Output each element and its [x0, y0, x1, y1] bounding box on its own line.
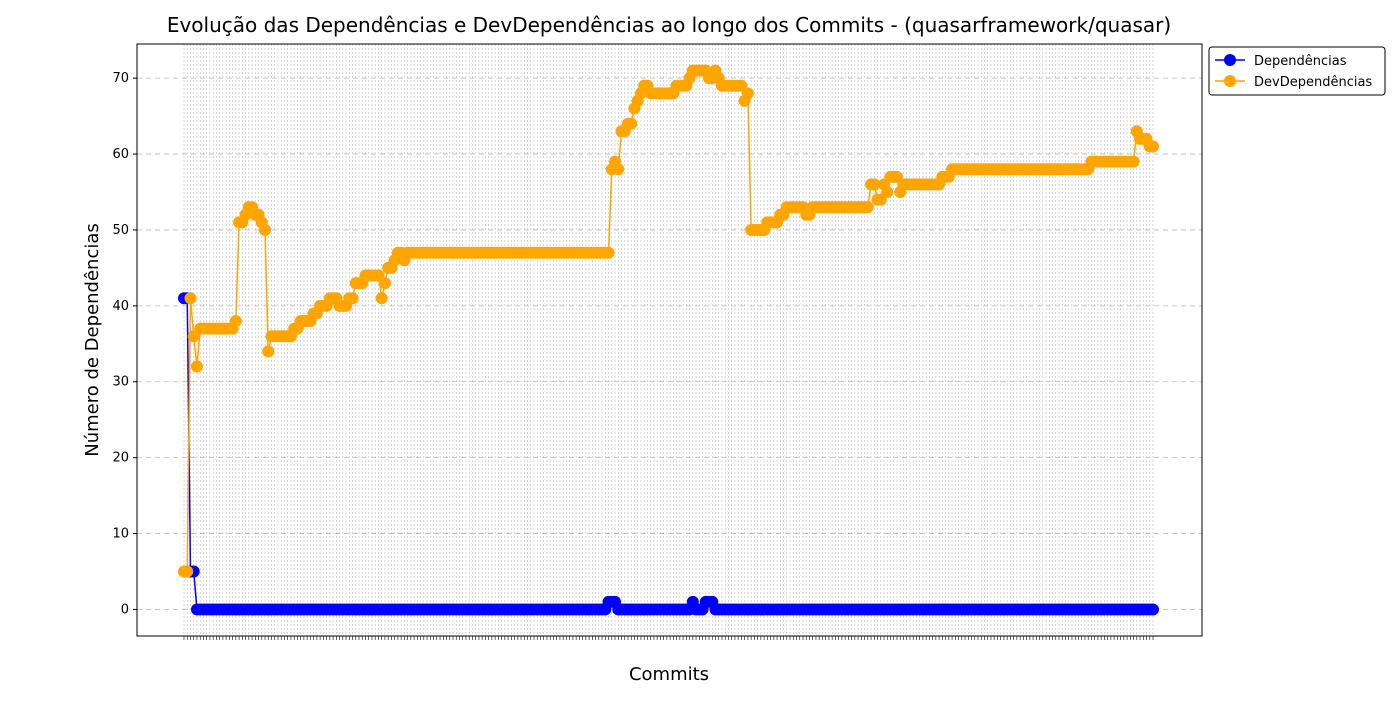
y-axis-ticks: 0 10 20 30 40 50 60 70 [112, 71, 137, 617]
y-gridlines [137, 77, 1202, 610]
x-gridlines [183, 44, 1154, 636]
legend-marker-dependencias [1224, 54, 1236, 66]
y-tick-label: 50 [112, 223, 129, 238]
y-axis-label: Número de Dependências [82, 223, 103, 457]
series-dependencias [178, 292, 1159, 616]
legend: Dependências DevDependências [1208, 46, 1386, 96]
data-point-devdependencias [346, 292, 359, 305]
y-tick-label: 20 [112, 451, 129, 466]
series-line-dependencias [184, 297, 1153, 611]
data-point-dependencias [1147, 603, 1159, 616]
legend-frame [1208, 46, 1386, 96]
data-point-devdependencias [1147, 140, 1159, 153]
x-axis-ticks [183, 636, 1154, 640]
series-layer [178, 64, 1159, 616]
data-point-devdependencias [378, 277, 391, 290]
data-point-devdependencias [868, 178, 881, 191]
data-point-devdependencias [1127, 155, 1140, 168]
legend-marker-devdependencias [1224, 75, 1236, 87]
data-point-devdependencias [184, 292, 197, 305]
data-point-devdependencias [625, 117, 638, 130]
data-point-devdependencias [375, 292, 388, 305]
y-tick-label: 70 [112, 71, 129, 86]
chart-title: Evolução das Dependências e DevDependênc… [167, 13, 1171, 37]
data-point-devdependencias [190, 360, 203, 373]
series-line-devdependencias [184, 68, 1153, 573]
legend-label-devdependencias: DevDependências [1254, 75, 1372, 90]
data-point-devdependencias [612, 163, 625, 176]
data-point-devdependencias [861, 201, 874, 214]
data-point-devdependencias [262, 345, 275, 358]
legend-label-dependencias: Dependências [1254, 54, 1347, 69]
data-point-devdependencias [602, 246, 615, 259]
y-tick-label: 40 [112, 299, 129, 314]
data-point-devdependencias [181, 565, 194, 578]
data-point-devdependencias [259, 223, 272, 236]
data-point-devdependencias [229, 315, 242, 328]
y-tick-label: 30 [112, 375, 129, 390]
x-axis-label: Commits [629, 664, 709, 685]
y-tick-label: 10 [112, 527, 129, 542]
data-point-devdependencias [741, 87, 754, 100]
y-tick-label: 0 [121, 602, 129, 617]
y-tick-label: 60 [112, 147, 129, 162]
plot-frame [136, 43, 1203, 637]
data-point-devdependencias [881, 186, 894, 198]
series-devdependencias [178, 64, 1159, 578]
